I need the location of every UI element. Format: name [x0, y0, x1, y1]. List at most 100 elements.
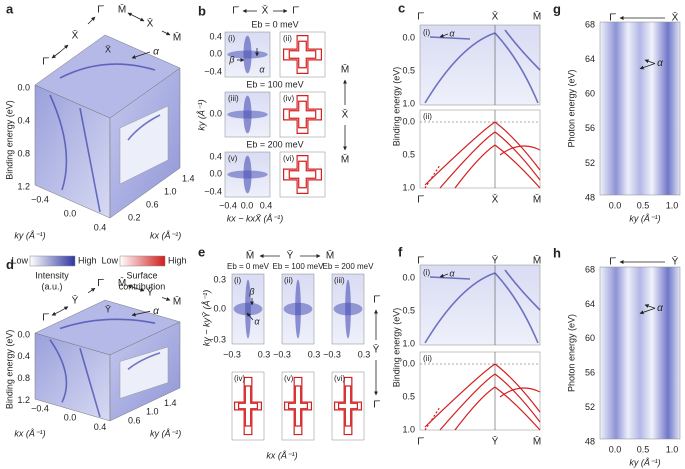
label: 1.0: [164, 186, 177, 196]
arrow: [87, 16, 96, 25]
label: Ȳ: [147, 286, 154, 298]
label: ky (Å⁻¹): [14, 230, 45, 240]
label: Eb = 100 meV: [246, 79, 303, 89]
band: [79, 107, 101, 213]
label: Γ̄: [97, 278, 105, 289]
band-contour: [288, 100, 317, 129]
label: Γ̄: [97, 5, 105, 16]
arrow: [639, 307, 656, 315]
arpes-image: [419, 24, 541, 106]
label: Ȳ: [492, 436, 499, 448]
band: [59, 63, 156, 79]
panel-letter: e: [198, 244, 205, 259]
label: Binding energy (eV): [391, 67, 401, 147]
panel-letter: c: [398, 0, 405, 15]
arpes-image: [599, 266, 681, 440]
label: (iv): [283, 94, 294, 103]
map-image: [331, 371, 365, 441]
map-image: [279, 91, 326, 138]
label: X̄: [262, 4, 269, 17]
arrow: [127, 284, 137, 289]
band: [245, 279, 251, 339]
label: 56: [585, 123, 595, 133]
label: 0.4: [17, 115, 30, 125]
band: [504, 29, 541, 71]
arrow: [246, 312, 254, 321]
band: [59, 318, 156, 330]
label: 0.0: [402, 32, 415, 42]
band-contour: [283, 155, 322, 194]
band-contour: [283, 35, 322, 74]
label: 0.0: [213, 303, 226, 313]
label: 0.6: [146, 199, 159, 209]
label: α: [254, 316, 260, 326]
label: 0.0: [17, 329, 30, 339]
label: 0.5: [402, 305, 415, 315]
arrow: [131, 310, 151, 317]
label: (i): [228, 34, 235, 43]
label: Eb = 0 meV: [227, 262, 270, 271]
label: α: [153, 306, 159, 317]
label: 1.2: [17, 181, 30, 191]
cube-face: [34, 34, 181, 119]
band: [424, 121, 496, 186]
label: 0.0: [17, 82, 30, 92]
band: [127, 114, 161, 141]
band: [499, 145, 541, 156]
band: [424, 272, 496, 344]
label: 48: [585, 436, 595, 446]
label: (iii): [334, 276, 345, 285]
label: 0.0: [402, 116, 415, 126]
label: M̄: [118, 277, 126, 290]
label: Ȳ: [72, 294, 79, 306]
map-image: [231, 371, 265, 441]
band: [494, 386, 541, 431]
label: Γ̄: [417, 437, 425, 448]
label: β: [228, 54, 234, 64]
label: α: [657, 303, 663, 314]
arrow: [161, 297, 171, 301]
arrow: [131, 51, 151, 59]
label: 68: [585, 264, 595, 274]
label: 0.6: [128, 415, 141, 425]
cube-cutaway: [119, 105, 169, 185]
label: Ȳ: [672, 256, 679, 268]
label: Ȳ: [492, 255, 499, 267]
label: (ii): [423, 112, 432, 121]
band: [429, 36, 471, 40]
label: −0.3: [223, 349, 241, 359]
band-contour: [337, 385, 359, 427]
label: −0.3: [323, 349, 341, 359]
label: Ȳ: [105, 304, 111, 314]
label: 0.0: [209, 108, 222, 118]
label: 0.4: [260, 200, 273, 210]
label: X̄: [105, 44, 111, 54]
label: 0.4: [209, 31, 222, 41]
label: 1.0: [146, 407, 159, 417]
band: [494, 272, 539, 344]
band: [49, 94, 68, 191]
label: Intensity: [35, 270, 69, 280]
panel-letter: a: [6, 1, 14, 16]
label: 1.0: [402, 182, 415, 192]
label: 1.0: [666, 444, 679, 454]
band: [424, 32, 496, 104]
label: (vi): [283, 154, 294, 163]
label: (v): [284, 374, 294, 383]
colorbar: [29, 255, 76, 267]
label: 0.4: [94, 422, 107, 432]
label: Binding energy (eV): [4, 330, 14, 410]
band: [424, 406, 441, 431]
band: [494, 32, 539, 104]
label: kx (Å⁻¹): [266, 450, 297, 460]
label: M̄: [118, 3, 126, 16]
panel-letter: f: [398, 244, 403, 259]
label: Eb = 0 meV: [251, 19, 298, 29]
label: ky − kyȲ (Å⁻¹): [201, 290, 211, 347]
label: 1.4: [182, 173, 195, 183]
label: M̄: [341, 153, 349, 166]
label: α: [449, 268, 455, 278]
label: 64: [585, 54, 595, 64]
label: M̄: [326, 249, 334, 262]
label: 56: [585, 368, 595, 378]
